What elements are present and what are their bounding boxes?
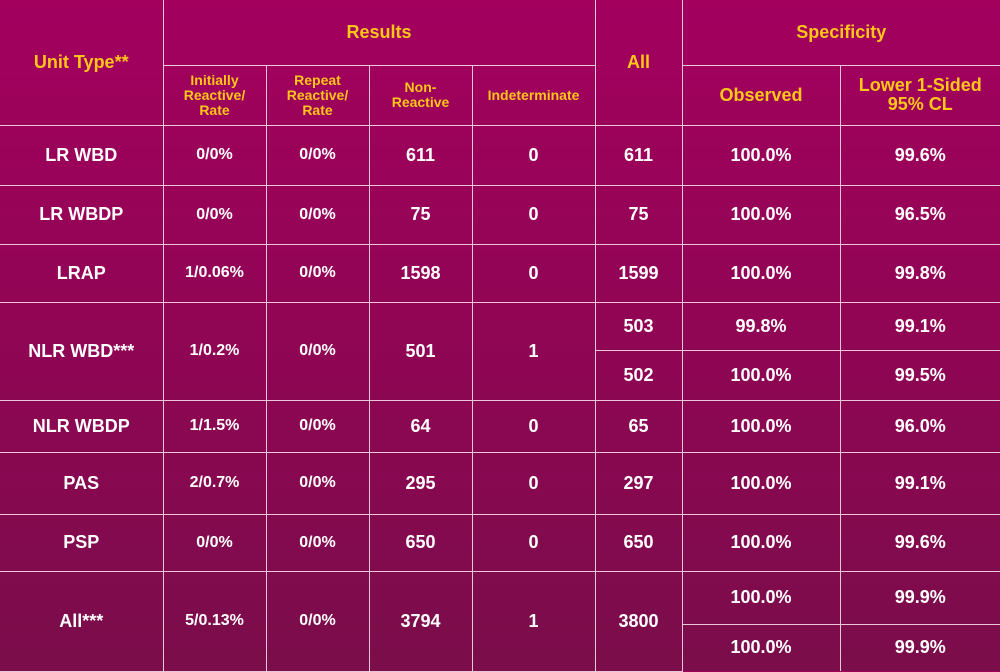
indeterminate-cell: 0 [471,399,596,453]
table-row: NLR WBDP 1/1.5% 0/0% 64 0 65 100.0% 96.0… [0,399,1000,453]
header-results: Results [162,0,596,66]
header-indeterminate: Indeterminate [471,64,596,126]
lower-cl-cell: 96.0% [839,399,1000,453]
header-all: All [594,0,683,126]
table-row: All*** 5/0.13% 0/0% 3794 1 3800 100.0% 9… [0,570,1000,672]
table-row: LRAP 1/0.06% 0/0% 1598 0 1599 100.0% 99.… [0,243,1000,303]
non-reactive-cell: 3794 [368,570,473,672]
all-cell: 502 [595,349,683,401]
table-row: PSP 0/0% 0/0% 650 0 650 100.0% 99.6% [0,513,1000,572]
all-cell: 75 [594,184,683,245]
initially-reactive-cell: 1/0.06% [162,243,267,303]
indeterminate-cell: 0 [471,243,596,303]
row-label: NLR WBDP [0,399,164,453]
repeat-reactive-cell: 0/0% [265,570,370,672]
observed-cell: 100.0% [681,243,841,303]
table-row: 502 100.0% 99.5% [0,349,1000,401]
lower-cl-cell: 99.6% [839,513,1000,572]
indeterminate-cell: 1 [471,570,596,672]
row-label: LRAP [0,243,164,303]
observed-cell: 100.0% [681,570,841,625]
row-label: All*** [0,570,164,672]
header-lower-cl: Lower 1-Sided 95% CL [839,64,1000,126]
lower-cl-cell: 99.8% [839,243,1000,303]
initially-reactive-cell: 0/0% [162,184,267,245]
header-specificity: Specificity [681,0,1000,66]
observed-cell: 100.0% [681,184,841,245]
observed-cell: 100.0% [681,399,841,453]
non-reactive-cell: 1598 [368,243,473,303]
initially-reactive-cell: 2/0.7% [162,451,267,515]
all-cell: 65 [594,399,683,453]
repeat-reactive-cell: 0/0% [265,513,370,572]
initially-reactive-cell: 0/0% [162,124,267,186]
lower-cl-cell: 99.9% [839,570,1000,625]
header-initially-reactive: Initially Reactive/Rate [163,64,267,126]
all-cell: 3800 [594,570,683,672]
header-repeat-reactive: Repeat Reactive/Rate [265,64,370,126]
observed-cell: 100.0% [681,451,841,515]
lower-cl-cell: 99.5% [839,349,1000,401]
initially-reactive-cell: 1/1.5% [162,399,267,453]
observed-cell: 99.8% [681,301,841,351]
indeterminate-cell: 0 [471,184,596,245]
table-row: NLR WBD*** 1/0.2% 0/0% 501 1 503 99.8% 9… [0,301,1000,401]
row-label: PAS [0,451,164,515]
non-reactive-cell: 611 [368,124,473,186]
indeterminate-cell: 0 [471,451,596,515]
header-observed: Observed [681,64,841,126]
row-label: NLR WBD*** [0,301,164,401]
non-reactive-cell: 501 [368,301,473,401]
all-cell: 503 [594,301,683,351]
repeat-reactive-cell: 0/0% [265,243,370,303]
row-label: PSP [0,513,164,572]
lower-cl-cell: 99.1% [839,301,1000,351]
repeat-reactive-cell: 0/0% [265,124,370,186]
indeterminate-cell: 0 [471,124,596,186]
non-reactive-cell: 650 [368,513,473,572]
non-reactive-cell: 64 [368,399,473,453]
non-reactive-cell: 295 [368,451,473,515]
repeat-reactive-cell: 0/0% [265,451,370,515]
observed-cell: 100.0% [681,124,841,186]
observed-cell: 100.0% [682,623,841,671]
initially-reactive-cell: 5/0.13% [162,570,267,672]
repeat-reactive-cell: 0/0% [265,399,370,453]
header-unit-type: Unit Type** [0,0,164,126]
header-non-reactive: Non- Reactive [368,64,473,126]
lower-cl-cell: 99.6% [839,124,1000,186]
row-label: LR WBDP [0,184,164,245]
table-row: 100.0% 99.9% [0,623,1000,671]
table-row: LR WBDP 0/0% 0/0% 75 0 75 100.0% 96.5% [0,184,1000,245]
indeterminate-cell: 0 [471,513,596,572]
observed-cell: 100.0% [681,349,841,401]
all-cell: 1599 [594,243,683,303]
repeat-reactive-cell: 0/0% [265,301,370,401]
initially-reactive-cell: 1/0.2% [162,301,267,401]
table-row: LR WBD 0/0% 0/0% 611 0 611 100.0% 99.6% [0,124,1000,186]
all-cell: 650 [594,513,683,572]
repeat-reactive-cell: 0/0% [265,184,370,245]
indeterminate-cell: 1 [471,301,596,401]
all-cell: 611 [594,124,683,186]
initially-reactive-cell: 0/0% [162,513,267,572]
lower-cl-cell: 99.1% [839,451,1000,515]
lower-cl-cell: 99.9% [839,623,1000,671]
observed-cell: 100.0% [681,513,841,572]
table-row: PAS 2/0.7% 0/0% 295 0 297 100.0% 99.1% [0,451,1000,515]
all-cell: 297 [594,451,683,515]
row-label: LR WBD [0,124,164,186]
non-reactive-cell: 75 [368,184,473,245]
lower-cl-cell: 96.5% [839,184,1000,245]
